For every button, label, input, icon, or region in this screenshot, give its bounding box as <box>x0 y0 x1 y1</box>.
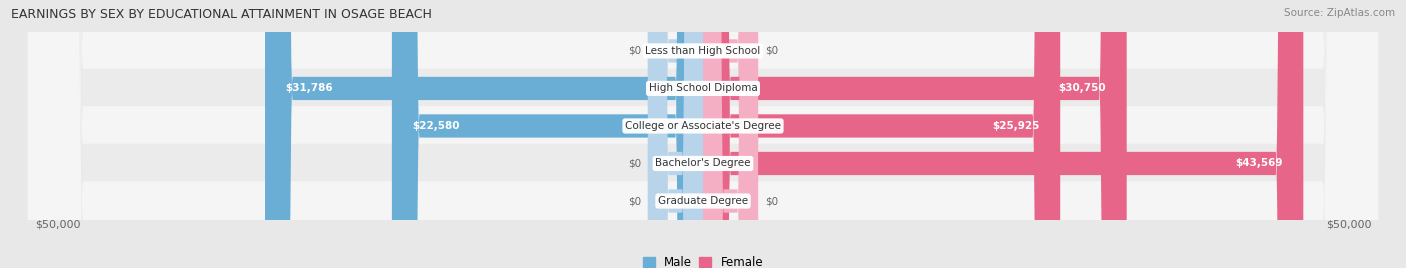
FancyBboxPatch shape <box>703 0 1303 268</box>
Text: $22,580: $22,580 <box>412 121 460 131</box>
Text: $0: $0 <box>765 46 778 56</box>
FancyBboxPatch shape <box>648 0 703 268</box>
FancyBboxPatch shape <box>28 0 1378 268</box>
FancyBboxPatch shape <box>703 0 758 268</box>
Text: High School Diploma: High School Diploma <box>648 83 758 94</box>
Text: $0: $0 <box>628 46 641 56</box>
FancyBboxPatch shape <box>703 0 758 268</box>
Text: Source: ZipAtlas.com: Source: ZipAtlas.com <box>1284 8 1395 18</box>
FancyBboxPatch shape <box>28 0 1378 268</box>
Text: Graduate Degree: Graduate Degree <box>658 196 748 206</box>
FancyBboxPatch shape <box>392 0 703 268</box>
FancyBboxPatch shape <box>703 0 1126 268</box>
Text: $30,750: $30,750 <box>1059 83 1107 94</box>
FancyBboxPatch shape <box>28 0 1378 268</box>
Text: $31,786: $31,786 <box>285 83 333 94</box>
Legend: Male, Female: Male, Female <box>638 251 768 268</box>
FancyBboxPatch shape <box>703 0 1060 268</box>
Text: $0: $0 <box>628 196 641 206</box>
Text: College or Associate's Degree: College or Associate's Degree <box>626 121 780 131</box>
FancyBboxPatch shape <box>28 0 1378 268</box>
Text: $0: $0 <box>628 158 641 169</box>
FancyBboxPatch shape <box>648 0 703 268</box>
Text: $50,000: $50,000 <box>1326 220 1371 230</box>
FancyBboxPatch shape <box>28 0 1378 268</box>
Text: Bachelor's Degree: Bachelor's Degree <box>655 158 751 169</box>
Text: $25,925: $25,925 <box>993 121 1039 131</box>
Text: $50,000: $50,000 <box>35 220 80 230</box>
Text: $0: $0 <box>765 196 778 206</box>
FancyBboxPatch shape <box>648 0 703 268</box>
Text: $43,569: $43,569 <box>1234 158 1282 169</box>
FancyBboxPatch shape <box>264 0 703 268</box>
Text: EARNINGS BY SEX BY EDUCATIONAL ATTAINMENT IN OSAGE BEACH: EARNINGS BY SEX BY EDUCATIONAL ATTAINMEN… <box>11 8 432 21</box>
Text: Less than High School: Less than High School <box>645 46 761 56</box>
